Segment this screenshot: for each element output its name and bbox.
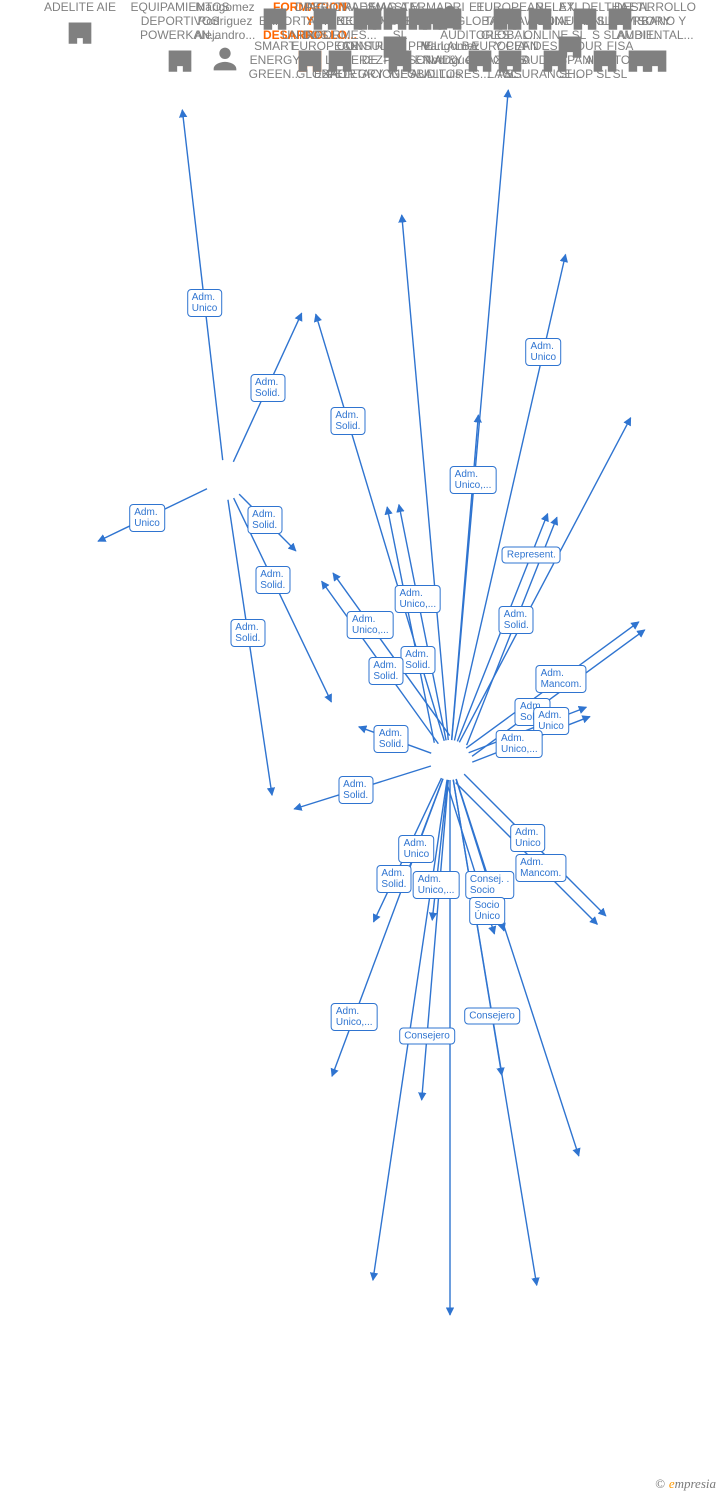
edge-label: Adm.Unico,... — [450, 466, 497, 494]
edge-label: Adm.Solid. — [230, 619, 265, 647]
brand-rest: mpresia — [675, 1476, 716, 1491]
edge-line — [453, 780, 502, 1076]
edge-line — [452, 415, 479, 740]
edge-label: Adm.Unico — [187, 289, 223, 317]
edge-line — [452, 90, 509, 740]
edge-label: Adm.Unico — [129, 504, 165, 532]
person-node-p_alej[interactable]: MarigomezRodriguezAlejandro... — [160, 0, 290, 81]
edge-line — [182, 110, 222, 460]
edge-label: SocioÚnico — [469, 897, 505, 925]
node-label: MarigomezRodriguezLuis — [385, 39, 515, 81]
node-label: MarigomezRodriguezAlejandro... — [160, 0, 290, 42]
edge-label: Adm.Unico — [510, 824, 546, 852]
edge-line — [399, 505, 446, 741]
edge-label: Adm.Solid. — [338, 776, 373, 804]
edge-label: Adm.Unico,... — [347, 611, 394, 639]
copyright-symbol: © — [655, 1476, 665, 1491]
edge-label: Adm.Solid. — [374, 725, 409, 753]
company-node-adelite[interactable]: ADELITE AIE — [15, 0, 145, 53]
edge-label: Consej. .Socio — [465, 871, 514, 899]
edge-label: Consejero — [464, 1008, 520, 1025]
edge-label: Adm.Unico,... — [394, 585, 441, 613]
edge-line — [387, 507, 434, 743]
edge-label: Adm.Unico,... — [413, 871, 460, 899]
edge-label: Adm.Unico,... — [331, 1003, 378, 1031]
edge-label: Adm.Solid. — [499, 606, 534, 634]
edge-label: Adm.Mancom. — [536, 665, 587, 693]
edges-layer — [0, 0, 728, 1500]
edge-label: Adm.Solid. — [250, 374, 285, 402]
edge-label: Adm.Unico,... — [496, 730, 543, 758]
edge-label: Represent. — [502, 546, 561, 563]
edge-label: Adm.Unico — [399, 835, 435, 863]
edge-line — [432, 780, 448, 920]
edge-label: Adm.Solid. — [368, 657, 403, 685]
edge-line — [422, 780, 449, 1100]
edge-label: Adm.Mancom. — [515, 854, 566, 882]
edge-label: Adm.Solid. — [400, 646, 435, 674]
edge-label: Adm.Solid. — [376, 865, 411, 893]
footer-copyright: © empresia — [655, 1476, 716, 1492]
edge-label: Adm.Solid. — [330, 407, 365, 435]
person-node-p_luis[interactable]: MarigomezRodriguezLuis — [385, 0, 515, 81]
node-label: ADELITE AIE — [15, 0, 145, 14]
edge-label: Adm.Unico — [526, 338, 562, 366]
edge-label: Consejero — [399, 1028, 455, 1045]
edge-line — [228, 500, 272, 795]
edge-label: Adm.Solid. — [247, 506, 282, 534]
edge-label: Adm.Solid. — [255, 566, 290, 594]
